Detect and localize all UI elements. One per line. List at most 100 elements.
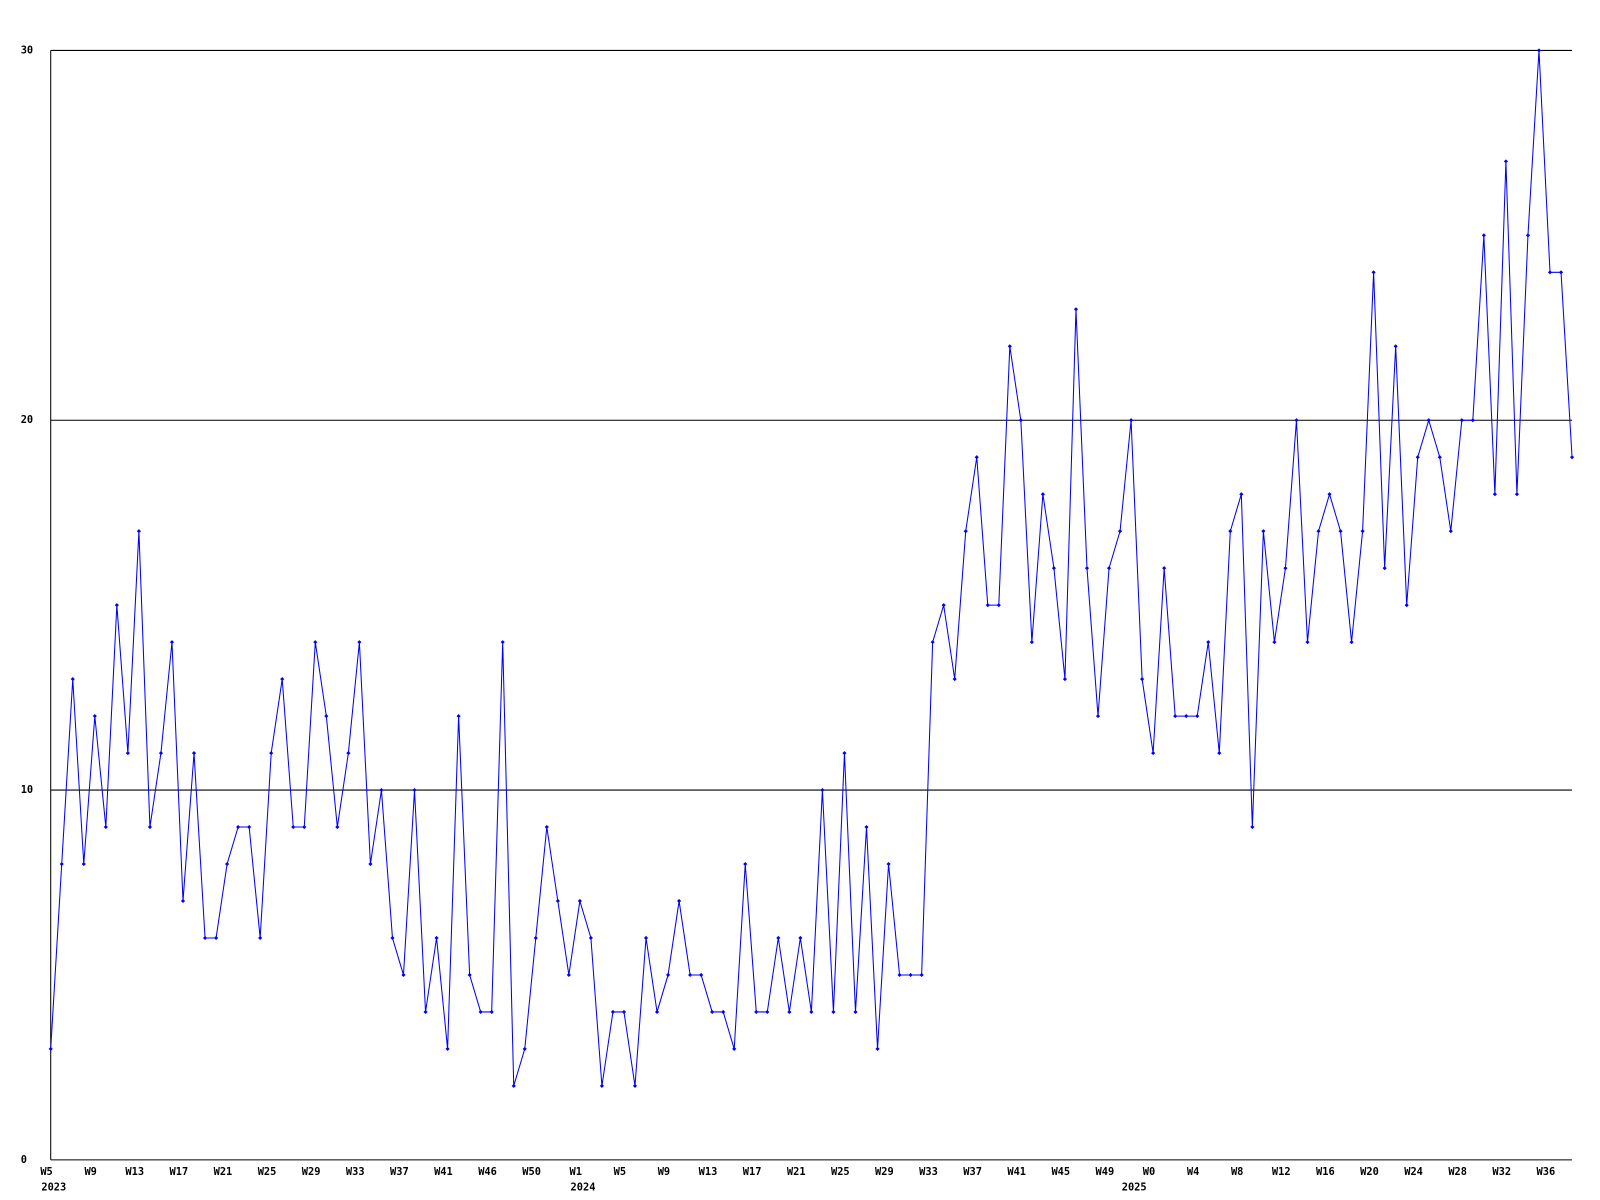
data-point [754, 1009, 759, 1014]
data-point [919, 972, 924, 978]
data-point [610, 1009, 616, 1014]
data-point [1349, 640, 1354, 645]
x-tick-label: W4 [1187, 1166, 1199, 1178]
x-year-label: 2023 [41, 1182, 66, 1194]
data-point [809, 1009, 814, 1014]
data-point [599, 1083, 604, 1088]
data-point [125, 751, 130, 756]
x-tick-label: W17 [170, 1166, 189, 1178]
data-point [522, 1046, 527, 1051]
data-point [202, 935, 208, 941]
data-point [1228, 529, 1233, 534]
data-point [1106, 566, 1112, 571]
data-point [1040, 492, 1045, 497]
data-point [147, 824, 152, 830]
data-point [1404, 603, 1409, 608]
data-point [258, 935, 263, 941]
data-point [357, 640, 362, 645]
data-point [544, 824, 549, 830]
data-point [158, 751, 164, 756]
data-point [48, 1046, 53, 1051]
data-point [820, 787, 825, 793]
data-point [897, 972, 902, 978]
data-point [1448, 529, 1453, 534]
data-point [1305, 640, 1310, 645]
x-tick-label: W9 [84, 1166, 96, 1178]
data-point [434, 935, 439, 941]
data-point [1173, 714, 1178, 719]
data-point [831, 1009, 836, 1014]
x-tick-label: W5 [40, 1166, 52, 1178]
data-point [1062, 677, 1068, 682]
data-point [1503, 159, 1508, 164]
data-point [291, 824, 296, 830]
data-point [908, 972, 913, 978]
data-point [1536, 48, 1542, 53]
data-point [1095, 714, 1101, 719]
data-point [1481, 233, 1486, 238]
data-point [533, 935, 538, 941]
x-tick-label: W37 [390, 1166, 409, 1178]
data-point [1569, 455, 1575, 460]
data-point [710, 1009, 715, 1014]
x-tick-label: W28 [1448, 1166, 1467, 1178]
data-point [401, 972, 406, 978]
x-tick-label: W25 [831, 1166, 850, 1178]
data-point [335, 824, 340, 830]
data-point [654, 1009, 660, 1014]
data-point [886, 861, 891, 867]
data-point [1140, 677, 1145, 682]
x-year-label: 2024 [571, 1182, 596, 1194]
data-point [787, 1009, 792, 1014]
x-tick-label: W37 [963, 1166, 982, 1178]
data-point [467, 972, 472, 978]
x-tick-label: W29 [302, 1166, 321, 1178]
data-point [765, 1009, 770, 1014]
data-point [588, 935, 593, 941]
data-point [445, 1046, 450, 1051]
data-point [247, 824, 252, 830]
data-point [985, 603, 990, 608]
data-point [324, 714, 329, 719]
x-tick-label: W41 [1007, 1166, 1026, 1178]
data-point [1206, 640, 1211, 645]
x-tick-label: W8 [1231, 1166, 1243, 1178]
data-point [180, 898, 186, 904]
data-point [1084, 566, 1090, 571]
data-point [390, 935, 395, 941]
data-point [81, 861, 86, 867]
x-tick-label: W41 [434, 1166, 453, 1178]
data-point [500, 640, 505, 645]
data-point [632, 1083, 638, 1088]
data-point [412, 787, 417, 793]
x-tick-label: W49 [1096, 1166, 1115, 1178]
x-tick-label: W9 [658, 1166, 670, 1178]
data-point [1382, 566, 1387, 571]
data-point [743, 861, 748, 867]
data-point [236, 824, 241, 830]
x-tick-label: W46 [478, 1166, 497, 1178]
data-point [59, 861, 64, 867]
x-tick-label: W25 [258, 1166, 277, 1178]
data-point [930, 640, 935, 645]
data-point [1051, 566, 1056, 571]
x-tick-label: W45 [1051, 1166, 1070, 1178]
data-point [1459, 418, 1464, 423]
data-point [566, 972, 571, 978]
data-point [1283, 566, 1288, 571]
data-point [1470, 418, 1475, 423]
data-point [1327, 492, 1332, 497]
data-point [511, 1083, 516, 1088]
data-point [1018, 418, 1023, 423]
x-tick-label: W50 [522, 1166, 541, 1178]
data-point [368, 861, 373, 867]
data-point [1129, 418, 1134, 423]
x-tick-label: W1 [570, 1166, 582, 1178]
data-point [1316, 529, 1321, 534]
data-point [280, 677, 285, 682]
data-point [1217, 751, 1222, 756]
data-point [974, 455, 979, 460]
data-point [688, 972, 693, 978]
data-point [136, 529, 141, 534]
data-point [864, 824, 869, 830]
